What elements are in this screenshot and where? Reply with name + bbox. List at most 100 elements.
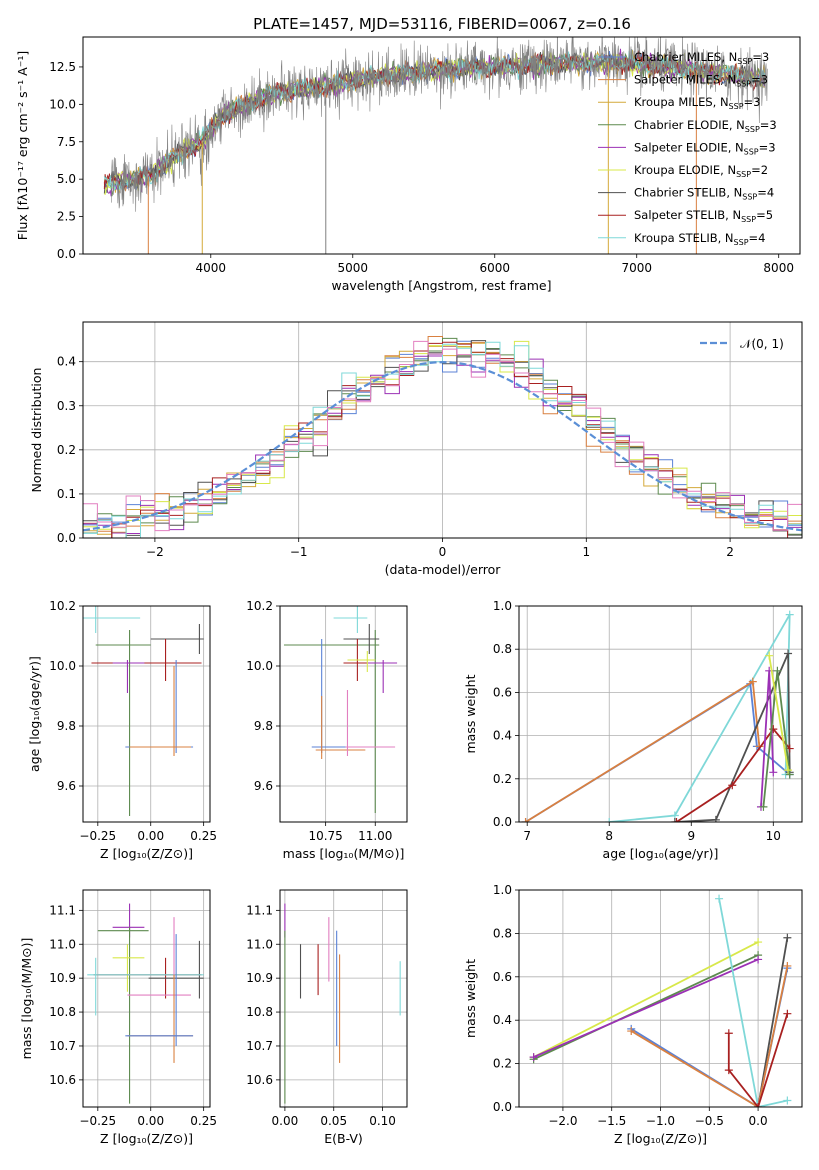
legend-label: 𝒩(0, 1) [740,337,784,351]
legend-label: Salpeter STELIB, NSSP=5 [634,208,773,224]
age-vs-Z-panel: −0.25 0.00 0.25 9.6 9.8 10.0 10.2 Z [log₁₀(Z/Z⊙… [27,599,217,861]
y-tick-label: 0.0 [57,247,76,261]
mass-weight-marker [783,1009,792,1018]
y-tick-label: 0.2 [493,772,512,786]
spectrum-legend: Chabrier MILES, NSSP=3 Salpeter MILES, NS… [598,50,777,247]
mass-weight-marker [627,1027,636,1036]
x-tick-label: −0.5 [695,1114,724,1128]
mass-weight-marker [728,781,737,790]
figure-title: PLATE=1457, MJD=53116, FIBERID=0067, z=0… [253,15,631,33]
y-axis-label: mass [log₁₀(M/M⊙)] [19,938,34,1060]
y-tick-label: 1.0 [493,883,512,897]
x-tick-label: 0.00 [137,1114,164,1128]
model-spectrum-line [103,50,765,192]
mass-weight-line [718,898,788,1107]
y-tick-label: 0.0 [57,531,76,545]
mass-weight-marker [784,649,793,658]
y-tick-label: 0.4 [57,355,76,369]
data-spectrum-line [111,37,768,212]
legend-label: Kroupa MILES, NSSP=3 [634,95,760,111]
spectrum-plot-area [103,37,768,254]
x-tick-label: −2.0 [548,1114,577,1128]
axes-frame [279,605,408,823]
y-tick-label: 10.9 [49,971,76,985]
x-axis-label: E(B-V) [324,1131,363,1146]
x-tick-label: 0.00 [137,829,164,843]
x-axis-label: Z [log₁₀(Z/Z⊙)] [100,1131,193,1146]
mass-weight-marker [670,818,679,822]
model-spectrum-line [103,49,765,192]
y-tick-label: 0.4 [493,729,512,743]
y-tick-label: 0.1 [57,487,76,501]
mass-weight-marker [783,961,792,970]
mass-vs-Z-panel: −0.25 0.00 0.25 10.6 10.7 10.8 10.9 11.0 11.1 Z [… [19,889,217,1146]
errorbar-plot-area [83,606,204,816]
y-tick-label: 0.0 [493,1100,512,1114]
mass-weight-marker [672,818,681,822]
residuals-plot-area [83,336,802,538]
y-tick-label: 0.2 [493,1057,512,1071]
mass-weight-marker [711,815,720,822]
y-tick-label: 0.0 [493,815,512,829]
y-tick-label: 10.0 [246,659,273,673]
y-tick-label: 11.0 [246,937,273,951]
mass-weight-line [609,614,791,822]
mass-weight-marker [529,1053,538,1062]
legend-label: Chabrier STELIB, NSSP=4 [634,186,774,202]
axes-frame [82,889,211,1108]
mass-weight-marker [773,666,782,675]
y-tick-label: 0.6 [493,685,512,699]
mass-weight-line [727,1013,789,1107]
mass-weight-marker [765,651,774,660]
x-tick-label: 10 [766,829,781,843]
y-axis-label: mass weight [463,674,478,753]
y-tick-label: 1.0 [493,599,512,613]
y-tick-label: 0.6 [493,970,512,984]
x-tick-label: −1.5 [597,1114,626,1128]
y-tick-label: 10.9 [246,971,273,985]
mass-weight-marker [754,1103,763,1107]
y-tick-label: 9.8 [254,719,273,733]
massweight-vs-Z-panel: −2.0 −1.5 −1.0 −0.5 0.0 0.0 0.2 0.4 0.6 0.8 1.0 Z [… [463,883,803,1146]
x-tick-label: 9 [687,829,695,843]
axes-frame [82,36,801,255]
x-tick-label: 1 [582,545,590,559]
mass-weight-marker [759,802,768,811]
x-tick-label: 7 [523,829,531,843]
mass-weight-line [674,653,791,822]
axes-frame [518,605,803,823]
age-vs-mass-panel: 10.75 11.00 9.6 9.8 10.0 10.2 mass [log₁₀(M/M⊙… [246,599,408,861]
y-tick-label: 10.8 [49,1005,76,1019]
massweight-vs-age-panel: 7 8 9 10 0.0 0.2 0.4 0.6 0.8 1.0 age [log₁₀(age/yr… [463,599,803,861]
y-tick-label: 10.0 [49,659,76,673]
residuals-panel: −2 −1 0 1 2 0.0 0.1 0.2 0.3 0.4 (data-model)/error… [29,321,803,577]
y-tick-label: 5.0 [57,172,76,186]
x-tick-label: 8000 [763,261,794,275]
x-axis-label: wavelength [Angstrom, rest frame] [331,278,551,293]
x-axis-label: Z [log₁₀(Z/Z⊙)] [614,1131,707,1146]
x-tick-label: 0.0 [749,1114,768,1128]
lines-plot-area [529,894,792,1107]
mass-weight-marker [605,818,614,822]
y-tick-label: 11.1 [49,903,76,917]
axes-frame [82,321,803,539]
mass-weight-marker [754,955,763,964]
y-tick-label: 0.3 [57,399,76,413]
legend-label: Salpeter ELODIE, NSSP=3 [634,140,776,156]
y-tick-label: 9.8 [57,719,76,733]
x-tick-label: 11.00 [358,829,392,843]
y-tick-label: 10.7 [246,1039,273,1053]
x-tick-label: −1 [290,545,308,559]
x-tick-label: 0 [439,545,447,559]
histogram-step [83,340,802,532]
y-tick-label: 0.8 [493,642,512,656]
y-tick-label: 2.5 [57,210,76,224]
y-tick-label: 10.7 [49,1039,76,1053]
x-tick-label: 0.05 [320,1114,347,1128]
x-tick-label: −0.25 [79,1114,116,1128]
mass-vs-ebv-panel: 0.00 0.05 0.10 10.6 10.7 10.8 10.9 11.0 11.1 E(B-… [246,889,408,1146]
y-tick-label: 9.6 [254,779,273,793]
mass-weight-line [757,937,789,1107]
x-tick-label: 0.00 [272,1114,299,1128]
